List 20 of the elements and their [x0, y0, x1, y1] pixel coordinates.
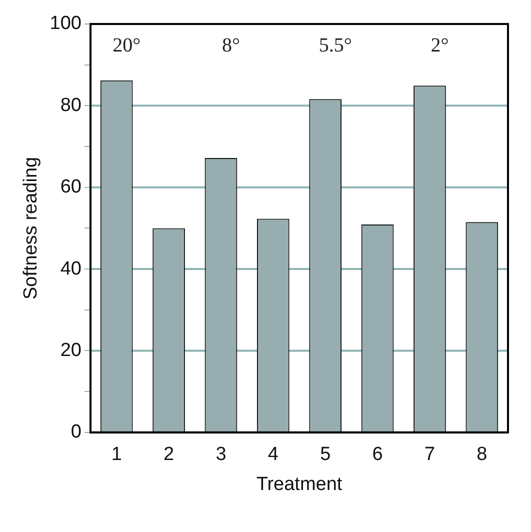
x-tick-label: 8	[476, 444, 488, 466]
x-axis-title: Treatment	[256, 474, 343, 495]
x-tick-label: 3	[216, 444, 226, 466]
y-tick-label: 60	[60, 176, 82, 198]
y-axis-title: Softness reading	[20, 156, 42, 300]
x-tick-label: 4	[268, 444, 279, 466]
y-tick-label: 100	[50, 13, 82, 34]
annotation: 8°	[222, 34, 240, 56]
y-tick-label: 20	[60, 340, 82, 361]
annotation: 5.5°	[318, 34, 352, 56]
x-tick-label: 7	[424, 444, 436, 466]
annotation: 20°	[112, 34, 141, 56]
x-tick-label: 2	[163, 444, 174, 466]
y-tick-label: 80	[60, 94, 82, 116]
y-tick-label: 0	[70, 422, 82, 443]
y-tick-label: 40	[60, 258, 82, 280]
x-tick-label: 6	[372, 444, 383, 466]
x-tick-label: 1	[111, 444, 122, 466]
x-tick-label: 5	[320, 444, 331, 466]
annotation: 2°	[430, 34, 449, 56]
